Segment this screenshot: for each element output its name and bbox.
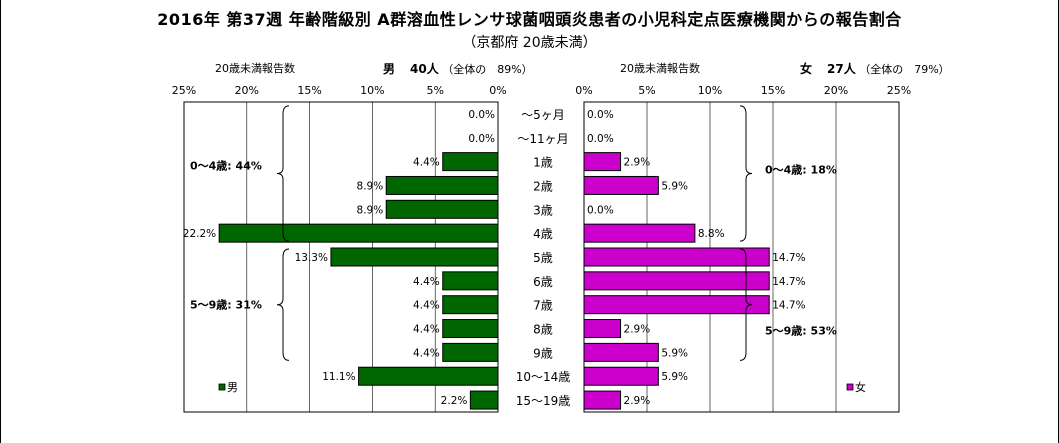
male-tick-label: 20% xyxy=(235,84,259,97)
female-value-label: 5.9% xyxy=(661,347,688,359)
male-legend-label: 男 xyxy=(227,381,238,394)
male-value-label: 2.2% xyxy=(441,395,468,407)
male-bar xyxy=(330,247,499,267)
female-tick-label: 25% xyxy=(887,84,911,97)
female-legend-label: 女 xyxy=(855,380,866,394)
male-value-label: 0.0% xyxy=(468,133,495,145)
female-header: 20歳未満報告数 xyxy=(620,60,700,76)
male-bar xyxy=(385,199,499,219)
female-header-note: （全体の 79%） xyxy=(859,63,950,76)
female-bar xyxy=(583,175,659,195)
female-value-label: 14.7% xyxy=(772,276,805,288)
male-legend-swatch xyxy=(218,383,226,391)
male-header: 20歳未満報告数 xyxy=(215,60,295,76)
female-value-label: 14.7% xyxy=(772,300,805,312)
female-value-label: 5.9% xyxy=(661,371,688,383)
male-header-count: 40人 xyxy=(410,62,439,76)
male-value-label: 4.4% xyxy=(413,276,440,288)
category-label: 1歳 xyxy=(533,156,553,170)
category-label: 15～19歳 xyxy=(516,394,571,408)
male-header-label: 20歳未満報告数 xyxy=(215,62,295,75)
category-label: 4歳 xyxy=(533,227,553,241)
male-bar xyxy=(385,175,499,195)
male-value-label: 11.1% xyxy=(322,371,355,383)
male-value-label: 8.9% xyxy=(357,204,384,216)
male-tick-label: 10% xyxy=(360,84,384,97)
female-tick-label: 0% xyxy=(575,84,592,97)
male-tick-label: 5% xyxy=(426,84,443,97)
female-bar xyxy=(583,295,770,315)
male-value-label: 4.4% xyxy=(413,347,440,359)
female-age-group-label: 0～4歳: 18% xyxy=(765,163,837,177)
female-bar xyxy=(583,152,622,172)
male-value-label: 0.0% xyxy=(468,109,495,121)
female-value-label: 0.0% xyxy=(587,133,614,145)
female-header-count: 27人 xyxy=(827,62,856,76)
male-age-group-label: 0～4歳: 44% xyxy=(190,159,262,173)
female-bar xyxy=(583,223,696,243)
male-bar xyxy=(442,342,499,362)
female-value-label: 0.0% xyxy=(587,109,614,121)
female-legend-swatch xyxy=(846,383,854,391)
female-bar xyxy=(583,366,659,386)
male-value-label: 22.2% xyxy=(183,228,216,240)
female-value-label: 2.9% xyxy=(624,395,651,407)
female-age-group-brace xyxy=(739,105,753,242)
chart-subtitle: （京都府 20歳未満） xyxy=(462,35,597,51)
male-bar xyxy=(442,271,499,291)
male-bar xyxy=(469,390,499,410)
male-bar xyxy=(218,223,499,243)
male-header-note: （全体の 89%） xyxy=(442,63,533,76)
female-bar xyxy=(583,247,770,267)
male-bar xyxy=(442,152,499,172)
male-tick-label: 15% xyxy=(297,84,321,97)
male-value-label: 4.4% xyxy=(413,300,440,312)
female-value-label: 5.9% xyxy=(661,180,688,192)
category-label: 10～14歳 xyxy=(516,370,571,384)
female-value-label: 2.9% xyxy=(624,157,651,169)
female-tick-label: 5% xyxy=(638,84,655,97)
male-age-group-brace xyxy=(276,105,290,242)
male-tick-label: 25% xyxy=(172,84,196,97)
female-value-label: 2.9% xyxy=(624,324,651,336)
female-bar xyxy=(583,390,622,410)
female-tick-label: 10% xyxy=(698,84,722,97)
female-age-group-label: 5～9歳: 53% xyxy=(765,324,837,338)
male-header-summary: 男 40人 （全体の 89%） xyxy=(383,60,533,77)
male-age-group-brace xyxy=(276,248,290,361)
male-age-group-label: 5～9歳: 31% xyxy=(190,298,262,312)
category-label: 6歳 xyxy=(533,275,553,289)
category-label: 5歳 xyxy=(533,251,553,265)
female-tick-label: 20% xyxy=(824,84,848,97)
male-bar xyxy=(442,319,499,339)
male-header-name: 男 xyxy=(383,62,396,76)
male-tick-label: 0% xyxy=(489,84,506,97)
category-label: ～5ヶ月 xyxy=(521,108,565,122)
female-value-label: 8.8% xyxy=(698,228,725,240)
female-bar xyxy=(583,319,622,339)
category-label: 2歳 xyxy=(533,179,553,193)
category-label: 7歳 xyxy=(533,299,553,313)
male-value-label: 8.9% xyxy=(357,180,384,192)
female-header-label: 20歳未満報告数 xyxy=(620,62,700,75)
female-value-label: 0.0% xyxy=(587,204,614,216)
male-bar xyxy=(442,295,499,315)
chart-title: 2016年 第37週 年齢階級別 A群溶血性レンサ球菌咽頭炎患者の小児科定点医療… xyxy=(157,10,902,29)
male-value-label: 13.3% xyxy=(295,252,328,264)
female-bar xyxy=(583,342,659,362)
female-tick-label: 15% xyxy=(761,84,785,97)
female-age-group-brace xyxy=(739,248,753,361)
male-value-label: 4.4% xyxy=(413,157,440,169)
category-label: 3歳 xyxy=(533,203,553,217)
female-value-label: 14.7% xyxy=(772,252,805,264)
female-header-name: 女 xyxy=(800,62,813,76)
category-label: ～11ヶ月 xyxy=(517,132,568,146)
female-header-summary: 女 27人 （全体の 79%） xyxy=(800,60,950,77)
category-label: 8歳 xyxy=(533,323,553,337)
male-value-label: 4.4% xyxy=(413,324,440,336)
female-bar xyxy=(583,271,770,291)
male-bar xyxy=(358,366,499,386)
category-label: 9歳 xyxy=(533,346,553,360)
